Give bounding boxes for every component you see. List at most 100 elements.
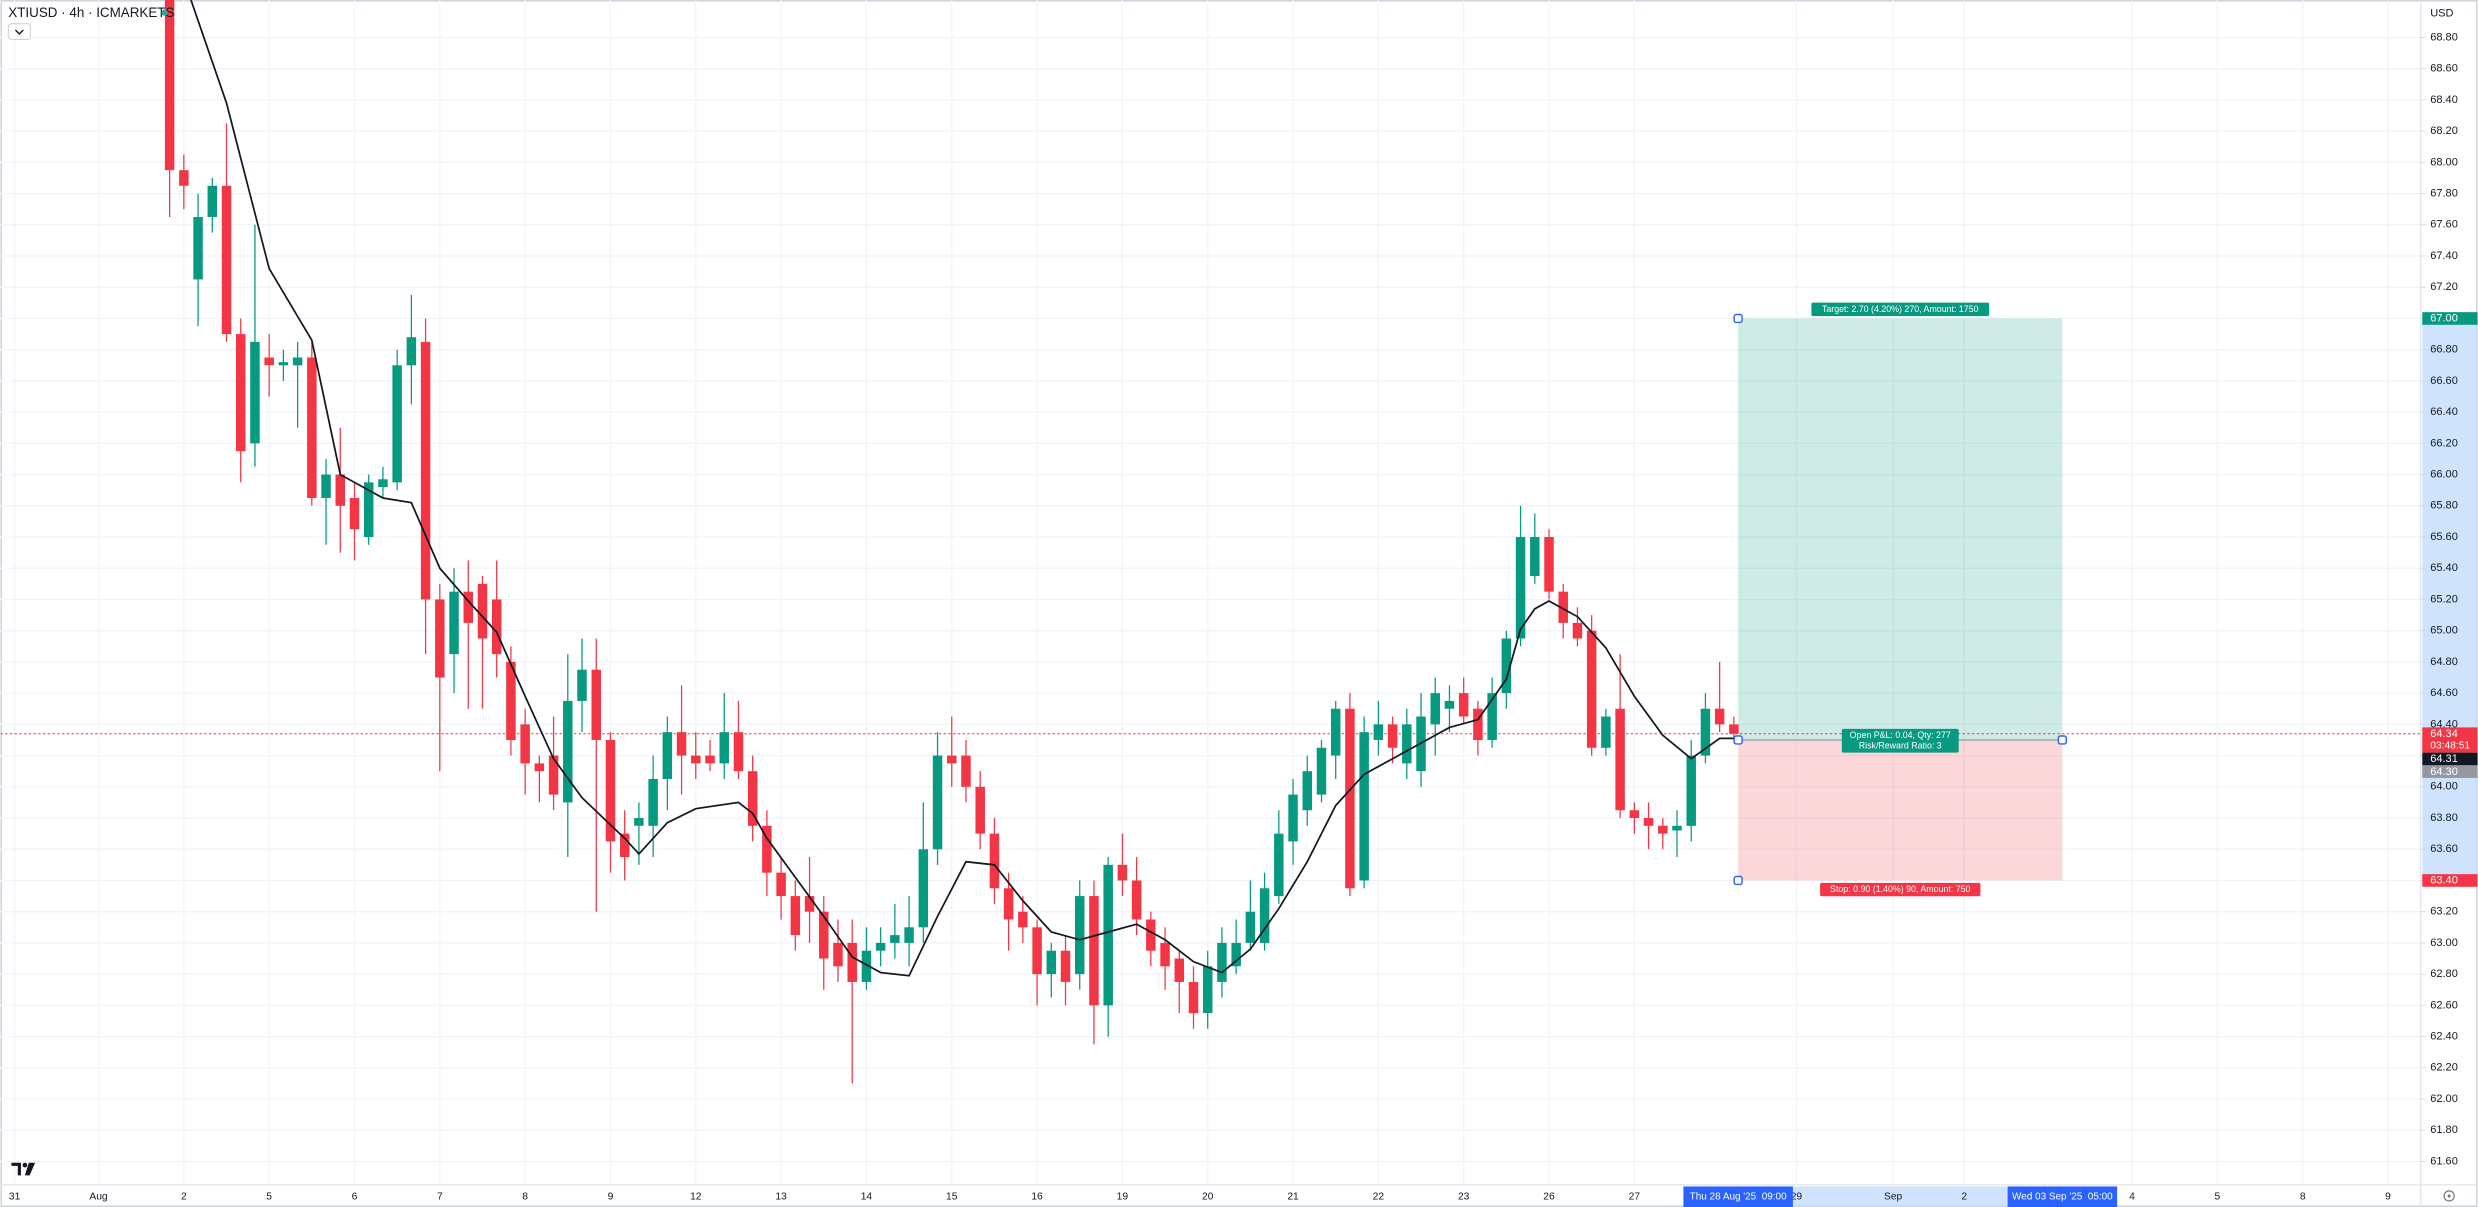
y-tick-label: 62.40 xyxy=(2430,1030,2458,1042)
candle-body xyxy=(1217,942,1227,982)
candle-body xyxy=(1444,700,1455,709)
x-tick-label: 15 xyxy=(946,1191,958,1202)
candle-body xyxy=(193,216,203,280)
position-handle[interactable] xyxy=(2057,735,2068,745)
x-tick-highlight-box xyxy=(2007,1186,2118,1207)
candle-body xyxy=(904,927,914,943)
candle-body xyxy=(1060,950,1071,982)
logo-part xyxy=(11,1162,21,1176)
x-tick-highlight-box xyxy=(1683,1186,1793,1207)
position-handle[interactable] xyxy=(1733,735,1743,745)
collapse-chevron[interactable] xyxy=(14,29,24,35)
candle-body xyxy=(1487,693,1497,740)
settings-icon[interactable] xyxy=(2443,1190,2455,1202)
price-label: 64.34 xyxy=(2430,728,2458,740)
candle-body xyxy=(1714,708,1725,725)
price-axis-range-highlight xyxy=(2422,318,2478,881)
settings-icon-center[interactable] xyxy=(2447,1194,2451,1198)
candle-body xyxy=(1544,537,1554,592)
x-tick-label: 14 xyxy=(861,1191,873,1202)
y-tick-label: 65.00 xyxy=(2430,625,2458,637)
candle-body xyxy=(1032,927,1042,975)
candle-body xyxy=(520,724,530,764)
symbol-title: XTIUSD · 4h · ICMARKETS xyxy=(8,5,174,20)
candle-body xyxy=(1131,880,1142,920)
price-label: 64.30 xyxy=(2430,766,2458,778)
stop-zone xyxy=(1738,739,2063,881)
candle-body xyxy=(1615,708,1625,811)
candle-body xyxy=(1288,794,1298,842)
candle-body xyxy=(1501,638,1512,694)
candle-body xyxy=(819,911,829,959)
candle-body xyxy=(1402,724,1412,764)
candle-body xyxy=(961,755,971,787)
candle-body xyxy=(207,185,218,217)
y-tick-label: 68.80 xyxy=(2430,31,2458,43)
candle-body xyxy=(719,732,729,764)
x-tick-label: 22 xyxy=(1373,1191,1385,1202)
price-label: 63.40 xyxy=(2430,875,2458,887)
y-tick-label: 66.40 xyxy=(2430,406,2458,418)
candle-body xyxy=(1473,708,1483,740)
candle-body xyxy=(1089,896,1099,1006)
x-tick-label: Aug xyxy=(89,1191,108,1202)
y-tick-label: 62.60 xyxy=(2430,999,2458,1011)
x-tick-label: 5 xyxy=(266,1191,272,1202)
position-handle[interactable] xyxy=(1733,875,1743,886)
y-tick-label: 64.40 xyxy=(2430,718,2458,730)
candle-body xyxy=(1700,708,1711,756)
collapse-button-box[interactable] xyxy=(7,23,31,41)
y-tick-label: 67.80 xyxy=(2430,187,2458,199)
candle-body xyxy=(179,170,189,186)
candle-body xyxy=(875,942,886,951)
settings-button[interactable] xyxy=(2443,1190,2455,1202)
y-tick-label: 63.60 xyxy=(2430,843,2458,855)
logo-part xyxy=(22,1162,28,1168)
collapse-button[interactable] xyxy=(7,23,31,41)
target-label: Target: 2.70 (4.20%) 270, Amount: 1750 xyxy=(1822,304,1979,314)
stop-label: Stop: 0.90 (1.40%) 90, Amount: 750 xyxy=(1830,884,1970,894)
candle-body xyxy=(1103,864,1113,1006)
candle-body xyxy=(1259,888,1270,943)
candle-body xyxy=(264,357,274,366)
price-countdown: 03:48:51 xyxy=(2430,741,2470,752)
candle-body xyxy=(989,833,1000,889)
y-tick-label: 68.00 xyxy=(2430,156,2458,168)
y-tick-label: 63.00 xyxy=(2430,937,2458,949)
candle-body xyxy=(378,479,388,488)
y-tick-label: 65.80 xyxy=(2430,500,2458,512)
open-label-box xyxy=(1841,728,1959,753)
x-tick-label: 19 xyxy=(1117,1191,1129,1202)
candle-body xyxy=(349,497,360,530)
x-tick-label: 2 xyxy=(181,1191,187,1202)
candle-body xyxy=(363,482,374,538)
candle-body xyxy=(250,341,260,444)
candle-body xyxy=(691,755,701,764)
overlay-layer: XTIUSD · 4h · ICMARKETS USD Target: 2.70… xyxy=(7,5,2478,1202)
y-tick-label: 64.60 xyxy=(2430,687,2458,699)
candle-body xyxy=(278,362,289,366)
candle-body xyxy=(1302,771,1313,811)
candle-body xyxy=(1515,537,1526,639)
candle-body xyxy=(1601,716,1611,748)
candle-body xyxy=(947,755,957,764)
x-tick-label: 21 xyxy=(1287,1191,1299,1202)
candle-body xyxy=(861,950,872,982)
x-tick-label: 9 xyxy=(608,1191,614,1202)
y-tick-label: 68.40 xyxy=(2430,94,2458,106)
x-tick-label: 13 xyxy=(775,1191,787,1202)
candle-body xyxy=(847,942,857,982)
position-handle[interactable] xyxy=(1733,313,1743,324)
grid-layer xyxy=(0,0,2421,1185)
candle-body xyxy=(605,739,616,842)
candle-body xyxy=(321,474,331,498)
candle-body xyxy=(1586,630,1597,748)
price-label: 64.31 xyxy=(2430,753,2458,765)
x-tick-label: 20 xyxy=(1202,1191,1214,1202)
x-tick-label: 9 xyxy=(2385,1191,2391,1202)
candle-body xyxy=(762,825,772,873)
x-tick-label: Sep xyxy=(1884,1191,1903,1202)
y-tick-label: 66.00 xyxy=(2430,468,2458,480)
y-tick-label: 64.80 xyxy=(2430,656,2458,668)
